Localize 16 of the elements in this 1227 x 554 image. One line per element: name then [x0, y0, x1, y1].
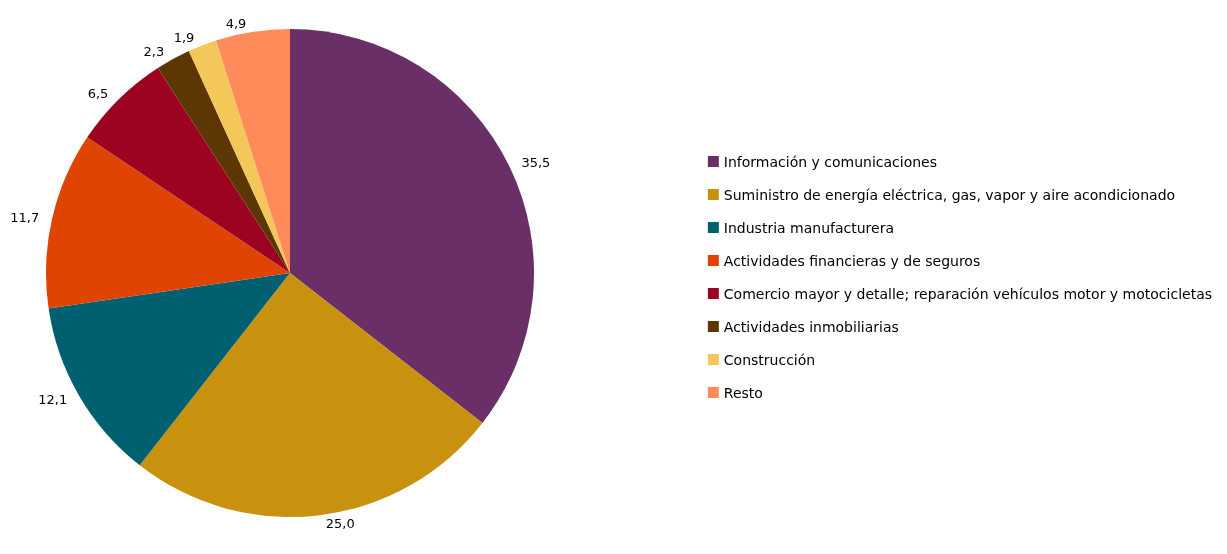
data-label: 25,0: [325, 515, 355, 531]
legend-label: Información y comunicaciones: [723, 153, 938, 170]
legend-label: Comercio mayor y detalle; reparación vehículos motor y motocicletas: [723, 285, 1212, 302]
data-label: 4,9: [225, 16, 247, 32]
legend-label: Actividades financieras y de seguros: [723, 252, 981, 269]
data-label: 11,7: [10, 210, 40, 226]
data-label: 12,1: [38, 392, 68, 408]
legend-label: Construcción: [723, 351, 816, 368]
data-label: 6,5: [87, 85, 109, 101]
data-label: 35,5: [521, 154, 551, 170]
data-label: 2,3: [143, 44, 165, 60]
legend-label: Suministro de energía eléctrica, gas, vapor y aire acondicionado: [723, 186, 1176, 203]
data-label: 1,9: [173, 30, 195, 46]
legend-label: Resto: [723, 384, 763, 401]
legend-label: Industria manufacturera: [723, 219, 894, 236]
legend-label: Actividades inmobiliarias: [723, 318, 899, 335]
